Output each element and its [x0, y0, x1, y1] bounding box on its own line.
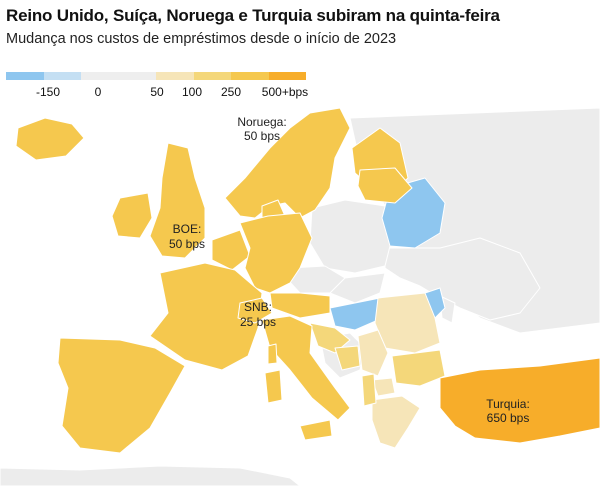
region-bulgaria	[391, 349, 446, 387]
label-turkey: Turquia: 650 bps	[486, 397, 530, 425]
label-turkey-value: 650 bps	[487, 411, 530, 425]
chart-subtitle: Mudança nos custos de empréstimos desde …	[6, 31, 397, 47]
legend-tick: 0	[94, 85, 102, 99]
label-norway-value: 50 bps	[244, 129, 280, 143]
label-switzerland: SNB: 25 bps	[240, 300, 276, 329]
legend-swatch	[268, 72, 306, 80]
legend-swatch	[43, 72, 81, 80]
label-norway-name: Noruega:	[237, 115, 286, 129]
legend-swatch	[118, 72, 156, 80]
region-north-macedonia	[371, 377, 396, 397]
region-italy	[261, 315, 351, 421]
region-turkey	[439, 357, 600, 444]
region-serbia	[357, 329, 389, 377]
legend-swatch	[156, 72, 194, 80]
legend-color-bar	[6, 72, 306, 80]
region-hungary	[329, 297, 381, 331]
region-iberia	[57, 337, 186, 454]
label-uk-value: 50 bps	[169, 237, 205, 251]
legend-tick: -150	[35, 85, 61, 99]
region-ireland	[111, 192, 153, 239]
region-romania	[374, 292, 441, 354]
legend-tick: 100	[181, 85, 203, 99]
legend-swatch	[193, 72, 231, 80]
label-norway: Noruega: 50 bps	[237, 115, 286, 143]
region-greece	[371, 395, 421, 449]
label-uk-name: BOE:	[173, 222, 202, 236]
legend-swatch	[6, 72, 44, 80]
region-great-britain	[149, 142, 206, 259]
region-benelux	[211, 229, 251, 271]
label-turkey-name: Turquia:	[486, 397, 530, 411]
legend-tick: 250	[220, 85, 242, 99]
label-switzerland-name: SNB:	[244, 300, 272, 314]
region-france	[149, 262, 263, 371]
region-sicily	[299, 419, 333, 441]
region-switzerland	[237, 297, 273, 324]
legend-tick: 50	[150, 85, 164, 99]
region-germany	[239, 212, 313, 294]
region-albania	[361, 373, 377, 407]
legend-swatch	[231, 72, 269, 80]
region-bosnia	[334, 345, 361, 371]
region-iceland	[15, 117, 85, 161]
region-ukraine	[384, 237, 541, 321]
chart-title: Reino Unido, Suíça, Noruega e Turquia su…	[6, 6, 500, 25]
label-switzerland-value: 25 bps	[240, 315, 276, 329]
label-uk: BOE: 50 bps	[169, 222, 205, 251]
region-sardinia	[264, 369, 283, 404]
region-austria	[269, 292, 331, 319]
region-slovakia	[329, 272, 386, 304]
region-africa	[0, 465, 301, 486]
region-corsica	[267, 343, 278, 365]
region-croatia	[309, 322, 351, 354]
color-legend: -150 0 50 100 250 500+bps	[6, 72, 309, 100]
region-poland	[309, 199, 393, 274]
legend-swatch	[81, 72, 119, 80]
region-baltics	[357, 167, 413, 204]
legend-tick: 500+bps	[261, 85, 309, 99]
europe-map: Noruega: 50 bps BOE: 50 bps SNB: 25 bps …	[0, 108, 600, 486]
